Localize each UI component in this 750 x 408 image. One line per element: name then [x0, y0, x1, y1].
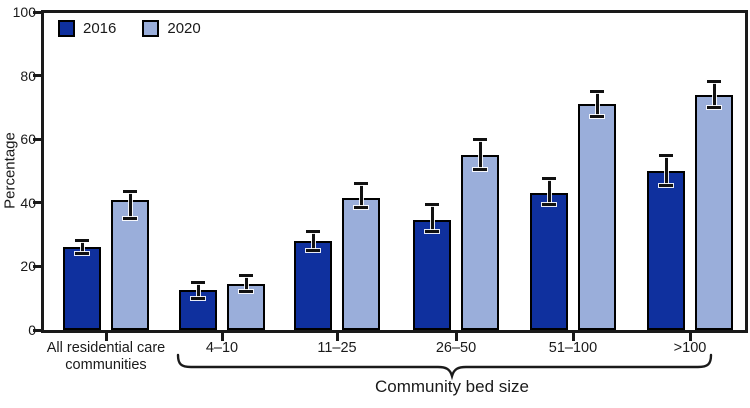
category-label-line: 11–25 [317, 340, 357, 356]
error-bar-2016-0 [80, 240, 84, 254]
category-label: >100 [605, 340, 750, 357]
legend-swatch-2020 [142, 20, 160, 37]
category-label: 51–100 [488, 340, 658, 357]
legend: 2016 2020 [58, 20, 201, 37]
error-bar-2020-2 [359, 183, 363, 208]
x-axis-tick [688, 333, 692, 341]
error-bar-cap-high-2016-4 [542, 177, 556, 181]
error-bar-cap-low-2016-3 [425, 229, 439, 233]
bar-2020-5 [695, 94, 733, 330]
y-axis-tick [33, 264, 41, 268]
y-axis-tick [33, 137, 41, 141]
error-bar-2016-1 [196, 282, 200, 299]
bar-2016-4 [530, 193, 568, 330]
error-bar-cap-high-2016-1 [191, 280, 205, 284]
category-label-line: >100 [673, 340, 707, 356]
error-bar-cap-high-2016-3 [425, 202, 439, 206]
y-axis-tick [33, 74, 41, 78]
bar-2016-0 [63, 247, 101, 330]
category-label-line: All residential care [46, 340, 166, 356]
category-label-line: communities [65, 356, 147, 373]
y-axis-tick-label: 0 [28, 322, 36, 338]
y-axis-tick-label: 20 [20, 258, 36, 275]
category-label: All residential care communities [21, 340, 191, 373]
y-axis-tick-label: 40 [20, 194, 36, 211]
category-label: 11–25 [252, 340, 422, 357]
y-axis-title: Percentage [1, 132, 19, 209]
bar-2016-2 [294, 240, 332, 330]
category-label-line: 26–50 [435, 340, 477, 356]
legend-swatch-2016 [58, 20, 75, 37]
x-axis-tick [454, 333, 458, 341]
error-bar-cap-high-2016-5 [659, 153, 673, 157]
y-axis-tick-label: 100 [12, 4, 36, 20]
error-bar-2016-5 [664, 155, 668, 186]
error-bar-cap-low-2020-0 [123, 217, 137, 221]
y-axis-tick [33, 10, 41, 14]
group-axis-label: Community bed size [374, 377, 529, 396]
bar-2020-2 [342, 198, 380, 330]
error-bar-2020-5 [712, 81, 716, 108]
bar-2016-5 [647, 171, 685, 330]
legend-label: 2020 [167, 20, 201, 37]
plot-frame [41, 10, 748, 333]
bar-2016-3 [413, 220, 451, 330]
legend-label: 2016 [83, 20, 117, 37]
error-bar-cap-high-2020-3 [473, 137, 487, 141]
y-axis-tick-label: 60 [20, 131, 36, 148]
bar-2020-3 [461, 155, 499, 330]
category-label: 4–10 [137, 340, 307, 357]
category-label-line: 51–100 [548, 340, 598, 356]
y-axis-tick [33, 328, 41, 332]
error-bar-cap-high-2020-0 [123, 190, 137, 194]
error-bar-2020-4 [595, 91, 599, 117]
bar-2020-1 [227, 283, 265, 330]
error-bar-cap-high-2016-2 [306, 229, 320, 233]
error-bar-cap-low-2020-1 [239, 290, 253, 294]
error-bar-cap-low-2020-3 [473, 167, 487, 171]
error-bar-cap-low-2016-5 [659, 183, 673, 187]
error-bar-2016-3 [430, 204, 434, 232]
error-bar-cap-high-2020-1 [239, 274, 253, 278]
error-bar-cap-low-2020-4 [590, 115, 604, 119]
bar-2020-0 [111, 199, 149, 330]
error-bar-2020-0 [128, 191, 132, 219]
bar-2020-4 [578, 104, 616, 330]
error-bar-2020-3 [478, 139, 482, 170]
error-bar-cap-high-2020-5 [707, 80, 721, 84]
error-bar-2016-2 [311, 231, 315, 251]
brace-path [176, 353, 713, 381]
category-label-line: 4–10 [205, 340, 239, 356]
x-axis-tick [220, 333, 224, 341]
x-axis-tick [571, 333, 575, 341]
x-axis-tick [104, 333, 108, 341]
error-bar-cap-low-2016-4 [542, 202, 556, 206]
y-axis-tick [33, 201, 41, 205]
error-bar-cap-low-2020-2 [354, 206, 368, 210]
legend-item-2016: 2016 [58, 20, 116, 37]
category-label: 26–50 [371, 340, 541, 357]
error-bar-2020-1 [244, 275, 248, 292]
error-bar-cap-low-2016-0 [75, 252, 89, 256]
error-bar-cap-low-2020-5 [707, 105, 721, 109]
error-bar-cap-high-2020-4 [590, 90, 604, 93]
legend-item-2020: 2020 [142, 20, 201, 37]
error-bar-cap-high-2020-2 [354, 182, 368, 186]
y-axis-tick-label: 80 [20, 67, 36, 84]
error-bar-cap-low-2016-2 [306, 249, 320, 252]
error-bar-2016-4 [547, 178, 551, 205]
error-bar-cap-low-2016-1 [191, 296, 205, 300]
error-bar-cap-high-2016-0 [75, 239, 89, 243]
x-axis-tick [335, 333, 339, 341]
